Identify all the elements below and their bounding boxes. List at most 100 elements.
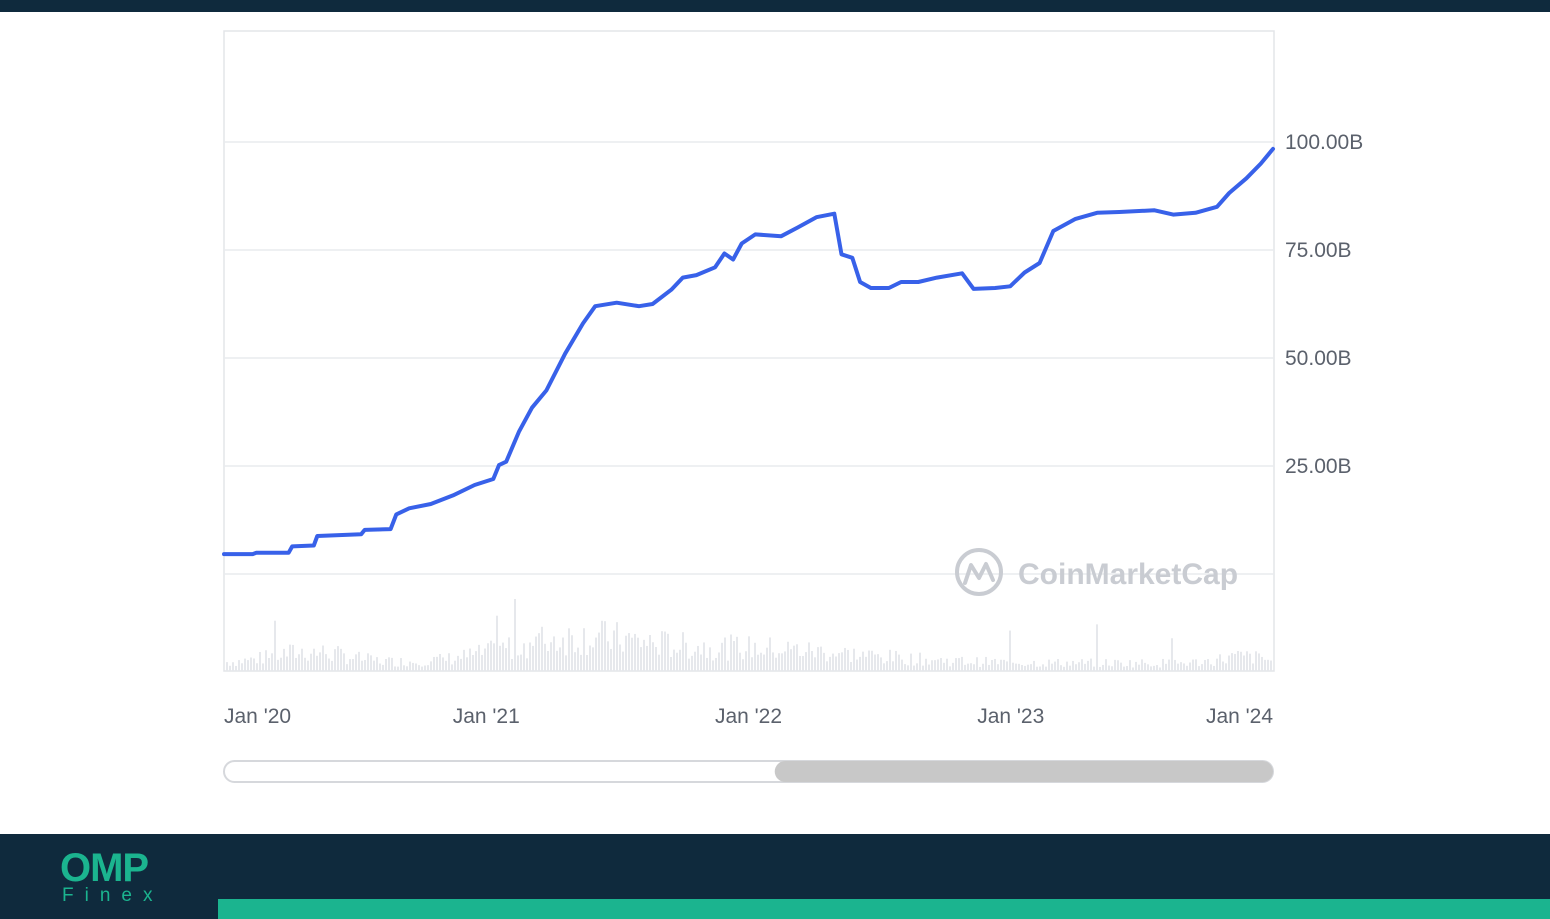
volume-bar (1159, 667, 1161, 671)
volume-bar (535, 636, 537, 671)
volume-bar (754, 642, 756, 671)
volume-bar (988, 664, 990, 671)
volume-bar (1264, 659, 1266, 671)
volume-bar (991, 660, 993, 671)
volume-bar (316, 655, 318, 671)
volume-bar (892, 661, 894, 671)
volume-bar (1072, 660, 1074, 671)
volume-bar (745, 651, 747, 671)
volume-bar (973, 664, 975, 671)
range-scrollbar[interactable] (223, 760, 1274, 783)
volume-bar (310, 653, 312, 671)
volume-bar (661, 631, 663, 671)
volume-bar (292, 644, 294, 671)
volume-bar (607, 641, 609, 671)
volume-bar (835, 656, 837, 671)
watermark-text: CoinMarketCap (1018, 558, 1238, 591)
volume-bar (409, 661, 411, 671)
volume-bar (580, 654, 582, 671)
volume-bar (865, 656, 867, 671)
volume-bar (634, 633, 636, 671)
volume-bar (916, 663, 918, 671)
volume-bar (544, 643, 546, 671)
x-tick-label: Jan '22 (715, 705, 782, 728)
volume-bar (673, 649, 675, 671)
gridlines (224, 141, 1274, 575)
volume-bar (250, 657, 252, 671)
volume-bar (1147, 664, 1149, 671)
x-axis-tick-labels: Jan '20 Jan '21 Jan '22 Jan '23 Jan '24 (224, 705, 1273, 728)
volume-bar (604, 621, 606, 671)
volume-bar (391, 657, 393, 671)
volume-bar (886, 661, 888, 671)
volume-bar (640, 647, 642, 671)
volume-bar (961, 656, 963, 671)
volume-bar (838, 653, 840, 671)
volume-bar (448, 653, 450, 671)
volume-bar (715, 657, 717, 671)
volume-bar (979, 666, 981, 671)
volume-bar (649, 635, 651, 671)
volume-bar (1198, 666, 1200, 671)
volume-bar (463, 649, 465, 671)
volume-bar (1135, 661, 1137, 671)
volume-bar (730, 634, 732, 671)
volume-bar (343, 653, 345, 671)
volume-bar (1024, 665, 1026, 671)
volume-bar (1174, 659, 1176, 671)
volume-bar (1177, 663, 1179, 671)
volume-bar (442, 657, 444, 671)
volume-bar (889, 649, 891, 671)
volume-bar (802, 656, 804, 671)
volume-bar (454, 660, 456, 671)
volume-bar (1009, 630, 1011, 671)
volume-bar (796, 644, 798, 671)
volume-bar (940, 658, 942, 671)
volume-bar (571, 635, 573, 671)
volume-bar (1015, 663, 1017, 671)
volume-bar (610, 648, 612, 671)
volume-bar (265, 650, 267, 671)
volume-bar (589, 645, 591, 671)
volume-bar (508, 637, 510, 671)
volume-bar (445, 660, 447, 671)
volume-bar (850, 661, 852, 671)
volume-bar (394, 666, 396, 671)
volume-bar (1039, 666, 1041, 671)
volume-bar (877, 654, 879, 671)
volume-bar (1225, 663, 1227, 671)
volume-bar (871, 650, 873, 671)
volume-bar (1192, 659, 1194, 671)
volume-bar (403, 665, 405, 671)
volume-bar (568, 628, 570, 671)
volume-bar (1270, 660, 1272, 671)
volume-bar (655, 647, 657, 671)
volume-bar (952, 662, 954, 671)
volume-bar (1246, 651, 1248, 671)
volume-bar (241, 663, 243, 671)
volume-bar (994, 658, 996, 671)
volume-bar (400, 658, 402, 671)
scrollbar-thumb[interactable] (774, 761, 1273, 782)
coinmarketcap-logo-icon (955, 548, 1003, 596)
volume-bar (1084, 663, 1086, 671)
volume-bar (676, 652, 678, 671)
volume-bar (592, 647, 594, 671)
volume-bar (1060, 665, 1062, 671)
volume-bar (733, 641, 735, 671)
volume-bar (841, 652, 843, 671)
volume-bar (688, 658, 690, 671)
volume-bar (1087, 660, 1089, 671)
volume-bar (1207, 659, 1209, 671)
volume-bar (406, 666, 408, 671)
footer-accent-stripe (218, 899, 1550, 919)
volume-bar (775, 657, 777, 671)
volume-bar (1228, 655, 1230, 671)
volume-bar (1108, 665, 1110, 671)
volume-bar (1213, 665, 1215, 671)
volume-bar (1168, 659, 1170, 671)
volume-bar (685, 642, 687, 671)
volume-bar (1201, 664, 1203, 671)
volume-bar (778, 653, 780, 671)
volume-bar (1003, 659, 1005, 671)
